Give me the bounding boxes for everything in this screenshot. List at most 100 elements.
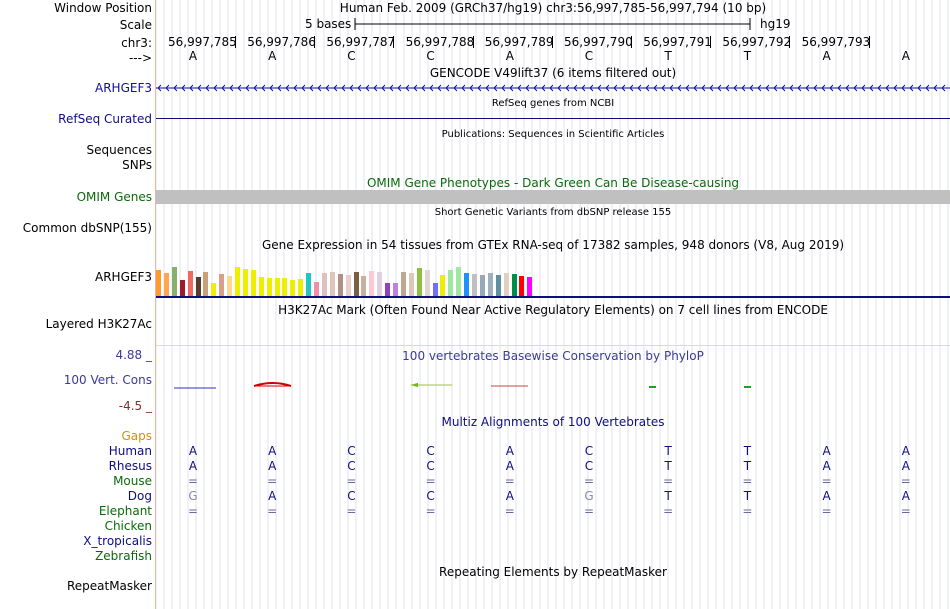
coordinate-tick: [551, 36, 553, 48]
track-label-gtex-arhgef3[interactable]: ARHGEF3: [95, 270, 152, 284]
alignment-base-rhesus: A: [188, 459, 198, 473]
gtex-tissue-bar[interactable]: [519, 276, 525, 296]
gtex-tissue-bar[interactable]: [424, 270, 430, 296]
species-label-zebrafish[interactable]: Zebrafish: [95, 549, 152, 563]
alignment-base-mouse: =: [663, 474, 674, 488]
gtex-tissue-bar[interactable]: [282, 278, 288, 296]
multiz-track-title: Multiz Alignments of 100 Vertebrates: [441, 415, 665, 429]
gtex-tissue-bar[interactable]: [227, 276, 233, 296]
gtex-tissue-bar[interactable]: [219, 274, 225, 296]
gtex-tissue-bar[interactable]: [464, 273, 470, 296]
phylop-conservation-plot[interactable]: [156, 378, 950, 392]
gtex-tissue-bar[interactable]: [195, 277, 201, 296]
coordinate-label: 56,997,788: [405, 35, 475, 49]
track-label-snps[interactable]: SNPs: [122, 158, 152, 172]
track-label-gaps[interactable]: Gaps: [121, 429, 152, 443]
species-label-dog[interactable]: Dog: [127, 489, 152, 503]
gtex-tissue-bar[interactable]: [306, 273, 312, 296]
gtex-tissue-bar[interactable]: [377, 272, 383, 296]
gtex-tissue-bar[interactable]: [266, 278, 272, 296]
gtex-tissue-bar[interactable]: [203, 272, 209, 296]
gtex-tissue-bar[interactable]: [171, 267, 177, 296]
h3k27ac-track-title: H3K27Ac Mark (Often Found Near Active Re…: [278, 303, 828, 317]
gtex-tissue-bar[interactable]: [179, 280, 185, 296]
gtex-tissue-bar[interactable]: [400, 272, 406, 296]
coordinate-tick: [631, 36, 632, 48]
track-label-repeatmasker[interactable]: RepeatMasker: [66, 579, 152, 593]
phylop-track-title: 100 vertebrates Basewise Conservation by…: [402, 349, 704, 363]
gtex-tissue-bar[interactable]: [314, 282, 319, 296]
species-label-human[interactable]: Human: [108, 444, 152, 458]
gtex-tissue-bar[interactable]: [250, 270, 256, 296]
omim-gene-bar[interactable]: [156, 190, 950, 204]
gtex-tissue-bar[interactable]: [235, 267, 240, 296]
gtex-tissue-bar[interactable]: [361, 276, 367, 296]
gtex-tissue-bar[interactable]: [187, 271, 193, 296]
gtex-tissue-bar[interactable]: [156, 270, 161, 296]
gtex-tissue-bar[interactable]: [479, 275, 485, 296]
gtex-tissue-bar[interactable]: [337, 274, 343, 296]
dbsnp-track-title: Short Genetic Variants from dbSNP releas…: [434, 207, 672, 218]
gtex-tissue-bar[interactable]: [472, 274, 477, 296]
species-label-rhesus[interactable]: Rhesus: [108, 459, 152, 473]
gtex-tissue-bar[interactable]: [353, 272, 359, 296]
gtex-tissue-bar[interactable]: [345, 275, 351, 296]
alignment-base-dog: T: [664, 489, 672, 503]
gtex-tissue-bar[interactable]: [527, 277, 533, 296]
gtex-tissue-bar[interactable]: [163, 273, 169, 296]
gtex-tissue-bar[interactable]: [503, 273, 509, 296]
gtex-tissue-bar[interactable]: [448, 270, 454, 296]
gtex-tissue-bar[interactable]: [432, 283, 438, 296]
alignment-base-dog: A: [822, 489, 831, 503]
gtex-tissue-bar[interactable]: [408, 273, 414, 296]
coordinate-tick: [235, 36, 236, 48]
gtex-tissue-bar[interactable]: [369, 271, 375, 296]
gtex-tissue-bar[interactable]: [321, 273, 327, 296]
browser-track-image[interactable]: Human Feb. 2009 (GRCh37/hg19) chr3:56,99…: [156, 0, 950, 609]
alignment-base-mouse: =: [187, 474, 199, 488]
track-label-common-dbsnp[interactable]: Common dbSNP(155): [22, 221, 152, 235]
species-label-mouse[interactable]: Mouse: [113, 474, 152, 488]
gtex-tissue-bar[interactable]: [511, 274, 517, 296]
refseq-track-title: RefSeq genes from NCBI: [491, 98, 615, 109]
chrom-label: chr3:: [121, 36, 152, 50]
gtex-tissue-bar[interactable]: [456, 267, 462, 296]
track-label-refseq-curated[interactable]: RefSeq Curated: [58, 112, 152, 126]
gtex-bar-chart[interactable]: [156, 254, 950, 296]
track-label-100-vert-cons[interactable]: 100 Vert. Cons: [63, 373, 152, 387]
gtex-tissue-bar[interactable]: [274, 278, 280, 296]
gencode-gene-arhgef3[interactable]: [156, 81, 950, 95]
track-label-sequences[interactable]: Sequences: [86, 143, 152, 157]
gtex-tissue-bar[interactable]: [385, 283, 391, 296]
gtex-tissue-bar[interactable]: [487, 273, 493, 296]
track-label-gencode-arhgef3[interactable]: ARHGEF3: [95, 81, 152, 95]
scale-text: 5 bases: [305, 17, 352, 31]
coordinate-tick: [868, 36, 870, 48]
alignment-base-mouse: =: [504, 474, 515, 488]
gtex-tissue-bar[interactable]: [416, 268, 422, 296]
gtex-tissue-bar[interactable]: [242, 269, 248, 296]
species-label-chicken[interactable]: Chicken: [104, 519, 152, 533]
species-label-x-tropicalis[interactable]: X_tropicalis: [83, 534, 152, 548]
refseq-gene-line[interactable]: [156, 118, 950, 119]
gtex-tissue-bar[interactable]: [298, 279, 304, 296]
alignment-base-human: T: [743, 444, 752, 458]
alignment-base-elephant: =: [346, 504, 357, 518]
track-label-layered-h3k27ac[interactable]: Layered H3K27Ac: [45, 317, 152, 331]
alignment-base-mouse: =: [742, 474, 753, 488]
gtex-tissue-bar[interactable]: [258, 277, 264, 296]
gtex-tissue-bar[interactable]: [393, 283, 398, 296]
coordinate-label: 56,997,789: [484, 35, 554, 49]
gtex-tissue-bar[interactable]: [495, 275, 501, 296]
gtex-tissue-bar[interactable]: [329, 272, 335, 296]
alignment-base-mouse: =: [821, 474, 832, 488]
gtex-tissue-bar[interactable]: [211, 283, 217, 296]
species-label-elephant[interactable]: Elephant: [98, 504, 152, 518]
alignment-base-elephant: =: [187, 504, 199, 518]
gtex-tissue-bar[interactable]: [440, 275, 446, 296]
alignment-base-elephant: =: [425, 504, 436, 518]
track-label-omim-genes[interactable]: OMIM Genes: [76, 190, 152, 204]
alignment-base-dog: G: [584, 489, 594, 503]
alignment-base-human: A: [822, 444, 831, 458]
gtex-tissue-bar[interactable]: [290, 280, 296, 296]
